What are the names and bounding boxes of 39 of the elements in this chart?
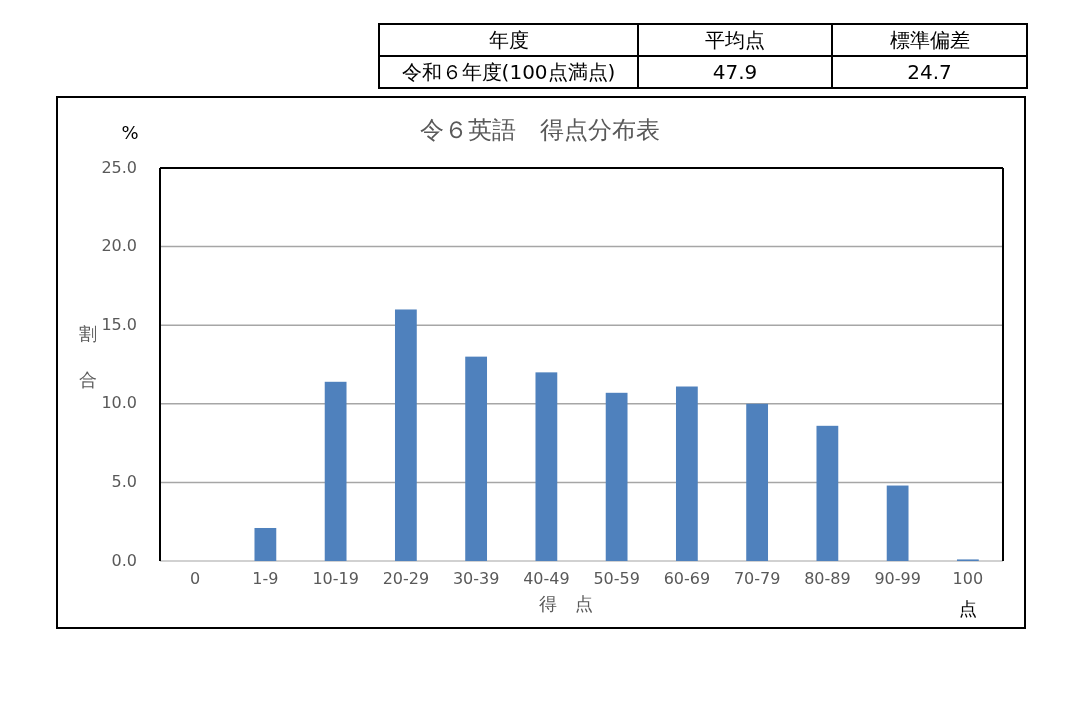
text: % — [121, 122, 139, 143]
y-tick-label: 0.0 — [111, 550, 137, 570]
y-tick-label: 5.0 — [111, 471, 137, 491]
text: 標準偏差 — [889, 27, 970, 52]
text: 平均点 — [705, 27, 765, 52]
y-tick-label: 10.0 — [101, 393, 137, 413]
y-tick-label: 25.0 — [101, 157, 137, 177]
bar — [886, 485, 909, 561]
x-tick-label: 30-39 — [452, 568, 500, 588]
x-tick-label: 0 — [190, 568, 201, 588]
x-tick-label: 80-89 — [804, 568, 851, 588]
bar — [254, 527, 277, 561]
x-axis-title: 得 点 — [539, 593, 593, 614]
text: 47.9 — [712, 59, 758, 84]
x-tick-label: 100 — [952, 568, 984, 588]
y-tick-label: 15.0 — [101, 314, 137, 334]
x-tick-label: 1-9 — [252, 568, 279, 588]
bar — [394, 309, 417, 561]
bar — [816, 425, 839, 561]
bar — [465, 356, 488, 561]
bar — [746, 403, 769, 561]
text: 年度 — [488, 27, 529, 52]
bar — [675, 386, 698, 561]
text: 24.7 — [907, 59, 952, 84]
y-tick-label: 20.0 — [101, 236, 137, 256]
x-tick-label: 90-99 — [874, 568, 921, 588]
x-tick-label: 70-79 — [733, 568, 781, 588]
bar — [605, 392, 628, 561]
x-tick-label: 60-69 — [663, 568, 711, 588]
bar — [535, 372, 558, 561]
x-tick-label: 20-29 — [382, 568, 430, 588]
text: 点 — [958, 598, 977, 619]
chart-title: 令６英語 得点分布表 — [420, 116, 660, 144]
x-tick-label: 10-19 — [312, 568, 359, 588]
bar — [324, 381, 347, 561]
x-tick-label: 40-49 — [523, 568, 570, 588]
text: 令和６年度(100点満点) — [401, 59, 616, 84]
text: 割合 — [79, 323, 97, 390]
x-tick-label: 50-59 — [593, 568, 640, 588]
